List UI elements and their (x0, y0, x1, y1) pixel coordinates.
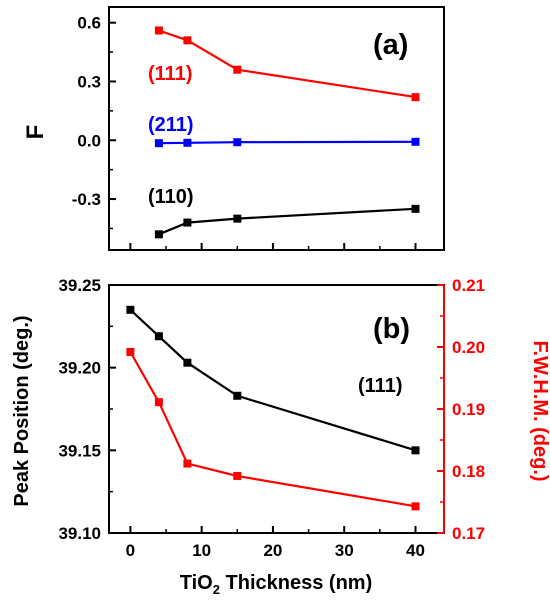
series-a-0-point (233, 65, 242, 74)
annotation-111: (111) (358, 375, 402, 397)
ytick-label-left-b: 39.20 (58, 359, 101, 378)
ytick-label-left-b: 39.15 (58, 441, 101, 460)
series-a-1-point (411, 137, 420, 146)
xlabel-main: TiO (180, 572, 213, 594)
series-a-2-point (233, 214, 242, 223)
panel-b-label: (b) (373, 313, 410, 345)
ytick-label-left-b: 39.25 (58, 276, 101, 295)
series-b-0-point (183, 358, 192, 367)
series-label-110: (110) (148, 186, 194, 208)
ytick-label-left-b: 39.10 (58, 524, 101, 543)
series-b-0-point (126, 305, 135, 314)
series-label-111: (111) (148, 63, 192, 85)
xtick-label-b: 20 (263, 541, 282, 560)
ytick-label-right-b: 0.21 (452, 276, 485, 295)
ytick-label-a: -0.3 (72, 190, 101, 209)
series-a-2-line (158, 207, 416, 236)
series-b-1-point (411, 502, 420, 511)
series-a-0-point (183, 36, 192, 45)
ytick-label-right-b: 0.17 (452, 524, 485, 543)
series-a-1-point (154, 139, 163, 148)
ytick-label-a: 0.6 (77, 14, 101, 33)
ytick-label-right-b: 0.20 (452, 338, 485, 357)
series-label-211: (211) (148, 114, 194, 136)
series-a-2-point (411, 204, 420, 213)
ytick-label-a: 0.3 (77, 72, 101, 91)
ylabel-right-b: F.W.H.M. (deg.) (529, 340, 550, 481)
ytick-label-right-b: 0.18 (452, 462, 485, 481)
panel-a-label: (a) (373, 29, 408, 61)
xlabel-rest: Thickness (nm) (220, 572, 372, 594)
series-b-0-point (411, 446, 420, 455)
xtick-label-b: 40 (406, 541, 425, 560)
xtick-label-b: 10 (192, 541, 211, 560)
ylabel-left-b: Peak Position (deg.) (11, 315, 33, 506)
lines-layer (129, 29, 416, 508)
ytick-label-a: 0.0 (77, 131, 101, 150)
axes-layer: 0.6 0.3 0.0 -0.3 39.25 39.20 39.15 39.10 0.21 0.2… (58, 14, 485, 560)
series-a-1-point (183, 138, 192, 147)
xtick-label-b: 0 (126, 541, 135, 560)
xlabel-sub: 2 (213, 582, 220, 597)
xlabel-b: TiO2 Thickness (nm) (180, 572, 372, 597)
series-a-2-point (154, 230, 163, 239)
series-b-1-point (126, 347, 135, 356)
ylabel-a: F (22, 125, 49, 140)
series-b-0-point (233, 391, 242, 400)
series-b-1-point (233, 471, 242, 480)
series-a-1-line (158, 140, 416, 145)
ytick-label-right-b: 0.19 (452, 400, 485, 419)
series-b-0-point (154, 332, 163, 341)
xtick-label-b: 30 (335, 541, 354, 560)
marks-layer (126, 26, 420, 511)
series-a-2-point (183, 218, 192, 227)
series-b-1-point (183, 459, 192, 468)
panel-a-frame (108, 6, 445, 251)
series-a-0-point (411, 93, 420, 102)
series-a-0-line (158, 29, 416, 99)
series-a-1-point (233, 138, 242, 147)
series-b-1-point (154, 398, 163, 407)
series-a-0-point (154, 26, 163, 35)
